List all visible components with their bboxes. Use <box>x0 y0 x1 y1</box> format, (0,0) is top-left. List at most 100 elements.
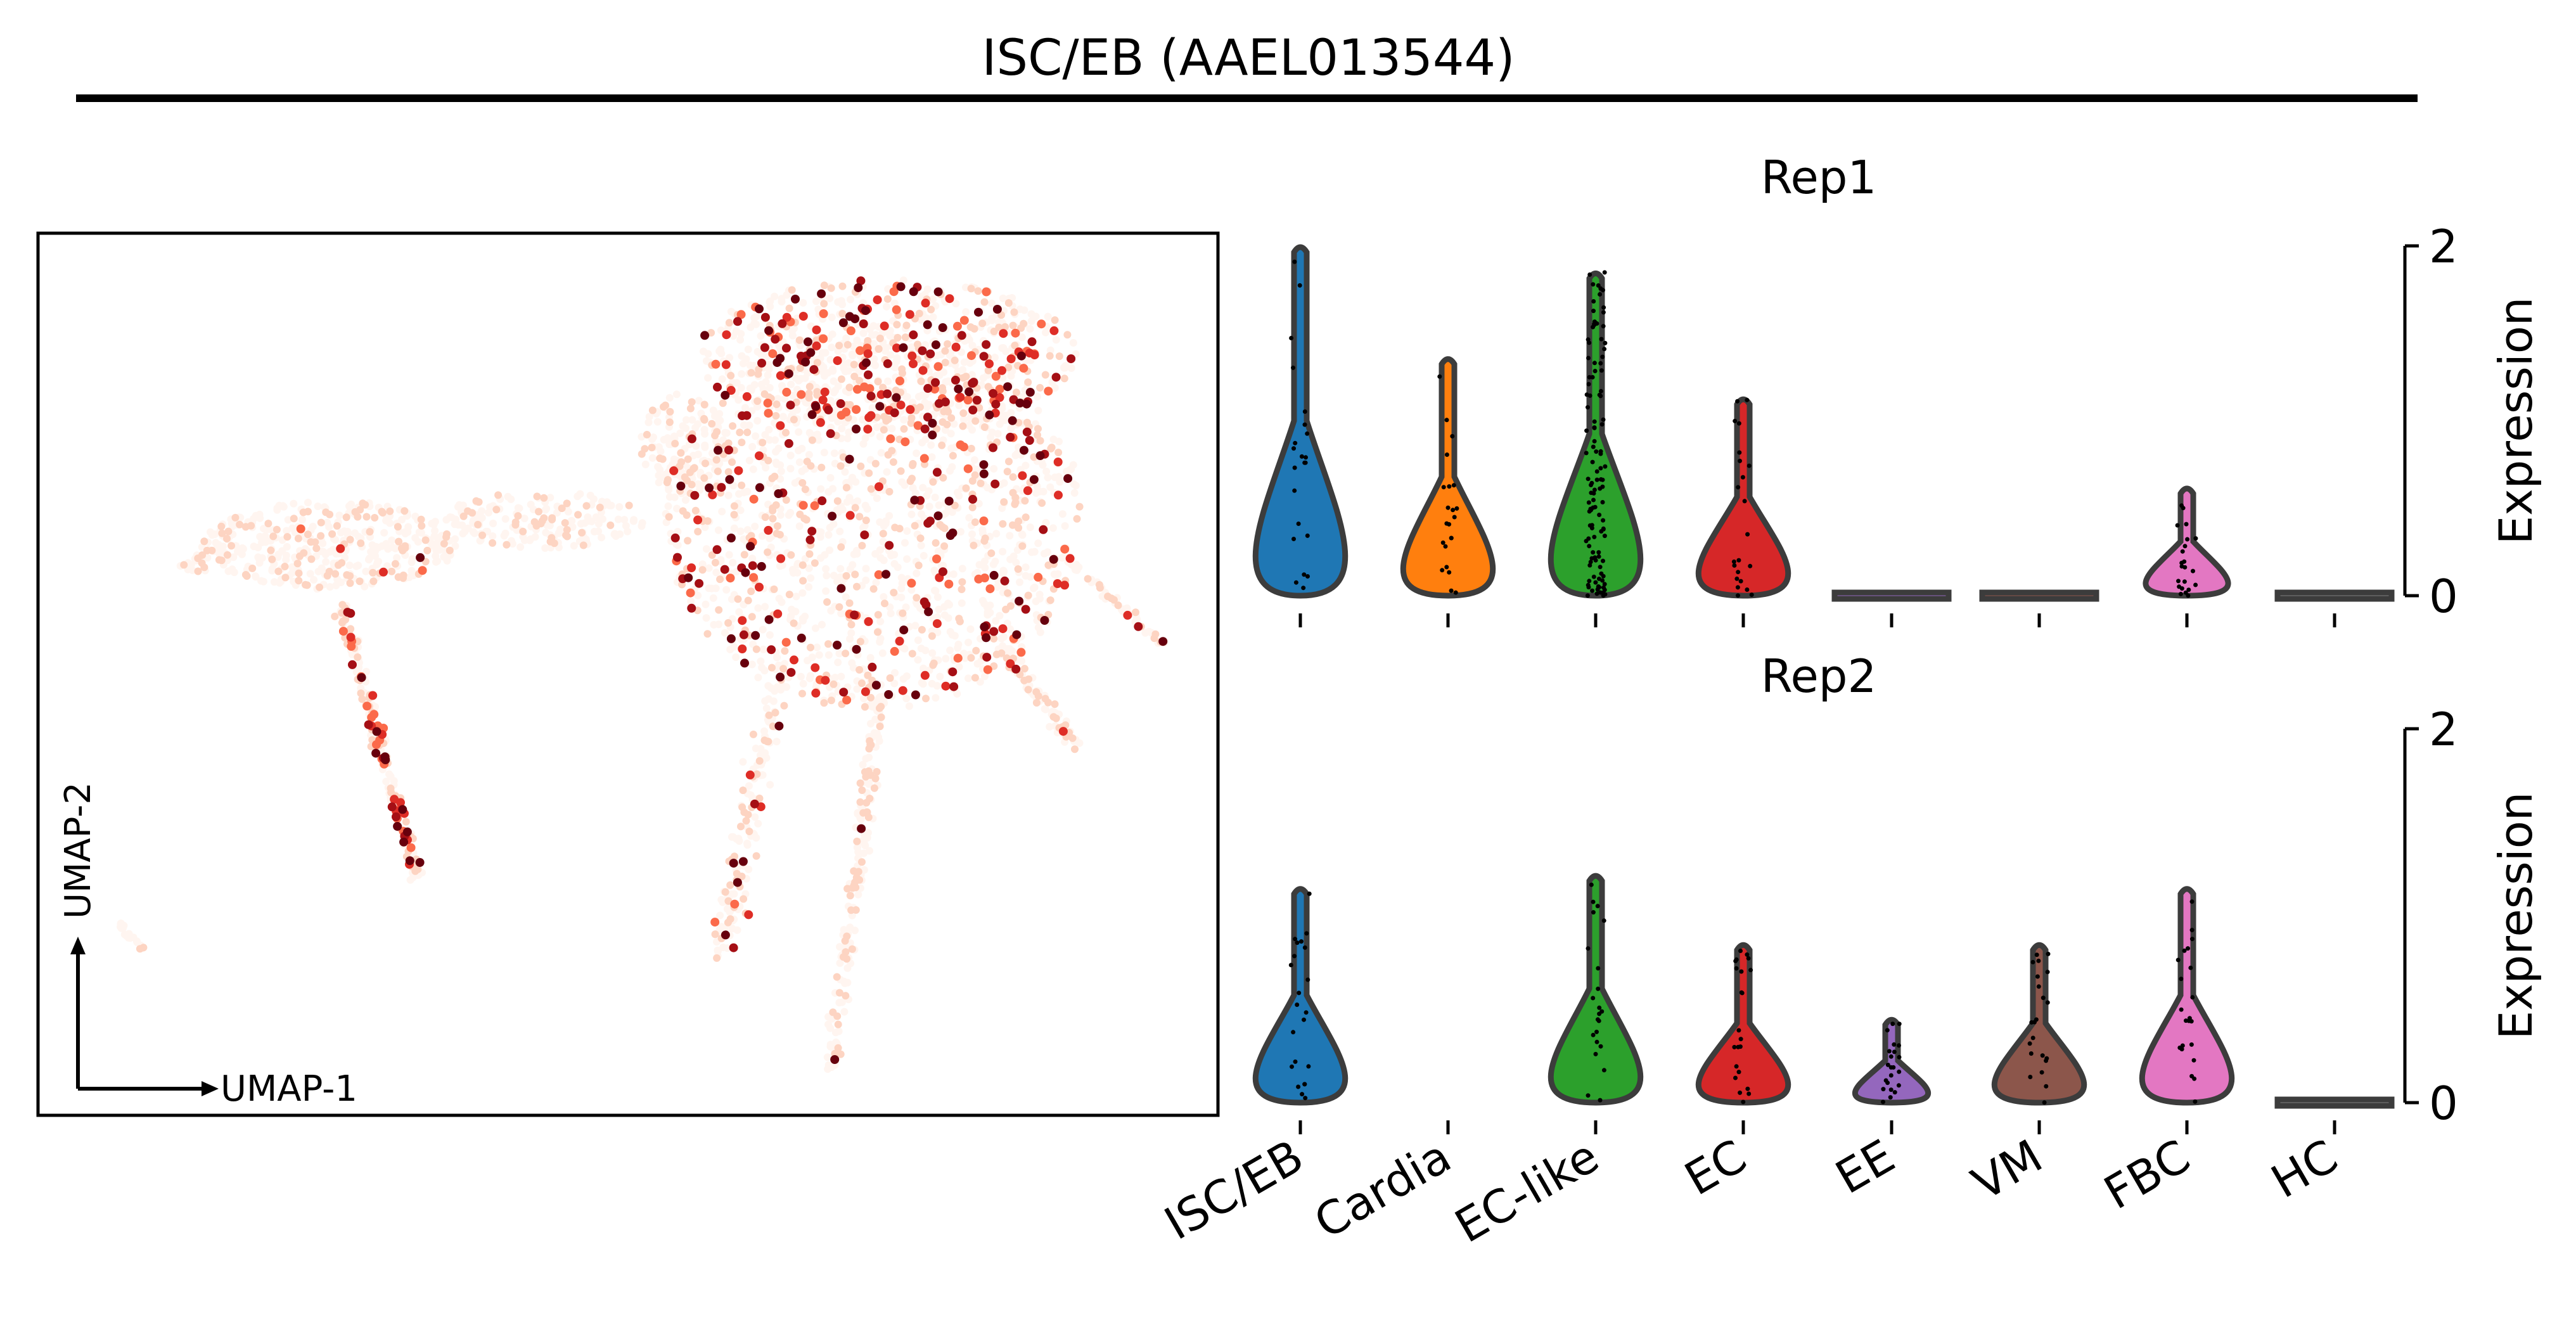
violin-point <box>1601 527 1606 532</box>
umap-point <box>810 501 819 510</box>
umap-point <box>388 567 396 575</box>
umap-point <box>901 539 909 547</box>
umap-point <box>838 310 847 317</box>
umap-point <box>1018 542 1027 550</box>
umap-point <box>733 317 742 326</box>
umap-point <box>732 653 740 662</box>
umap-point <box>886 331 894 340</box>
umap-point <box>684 537 692 545</box>
umap-point <box>738 857 748 866</box>
umap-point <box>915 309 923 317</box>
umap-point <box>963 464 973 473</box>
umap-point <box>774 721 784 731</box>
umap-point <box>740 551 748 559</box>
violin-point <box>1444 521 1449 526</box>
umap-point <box>541 506 549 514</box>
umap-point <box>940 611 949 619</box>
umap-point <box>700 331 710 340</box>
violin-point <box>1596 283 1601 288</box>
umap-point <box>520 515 529 523</box>
umap-point <box>890 408 899 418</box>
umap-point <box>1051 700 1059 708</box>
violin-point <box>1296 522 1301 526</box>
violin-point <box>1591 574 1596 579</box>
umap-point <box>749 494 759 504</box>
umap-point <box>695 579 704 588</box>
umap-point <box>783 683 791 691</box>
violin-point <box>2177 1045 2182 1050</box>
umap-point <box>473 514 481 522</box>
umap-point <box>922 695 930 703</box>
umap-point <box>710 620 718 629</box>
violin-point <box>1735 399 1740 404</box>
violin-point <box>1738 1090 1743 1095</box>
umap-point <box>971 518 979 526</box>
umap-point <box>803 458 811 466</box>
umap-point <box>698 560 707 568</box>
umap-point <box>905 702 913 710</box>
umap-point <box>726 573 735 583</box>
umap-point <box>812 325 821 335</box>
umap-point <box>857 462 865 470</box>
violin-point <box>2184 522 2189 527</box>
umap-point <box>924 607 933 617</box>
violin-point <box>1440 540 1445 545</box>
umap-point <box>740 535 748 543</box>
umap-point <box>754 674 762 682</box>
umap-point <box>511 518 520 526</box>
umap-point <box>737 823 745 831</box>
umap-point <box>782 387 791 397</box>
umap-point <box>200 563 208 572</box>
umap-point <box>858 858 866 866</box>
violin-point <box>1597 1011 1602 1016</box>
violin-point <box>1292 465 1297 470</box>
umap-point <box>824 488 833 496</box>
umap-point <box>712 545 722 554</box>
umap-point <box>998 344 1006 352</box>
umap-point <box>766 534 774 542</box>
umap-point <box>773 609 783 618</box>
umap-point <box>1039 525 1048 534</box>
umap-point <box>1019 445 1028 455</box>
umap-point <box>860 530 869 540</box>
umap-point <box>1026 523 1034 531</box>
umap-point <box>990 465 998 473</box>
violin-point <box>1592 323 1597 328</box>
umap-point <box>726 645 734 653</box>
umap-point <box>676 482 686 490</box>
violin-point <box>1453 590 1458 595</box>
umap-point <box>582 535 590 544</box>
umap-point <box>442 516 451 524</box>
umap-point <box>843 978 852 987</box>
umap-point <box>736 336 745 344</box>
umap-point <box>1000 567 1008 575</box>
umap-point <box>264 520 272 528</box>
umap-point <box>841 368 849 376</box>
umap-point <box>723 944 731 952</box>
umap-point <box>748 613 756 621</box>
umap-point <box>826 429 835 439</box>
umap-point <box>779 665 788 673</box>
violin-point <box>1594 477 1599 482</box>
umap-point <box>380 529 388 537</box>
y-axis-label: Expression <box>2489 792 2542 1040</box>
umap-point <box>721 888 729 896</box>
violin-point <box>2182 565 2188 570</box>
umap-point <box>787 551 795 559</box>
umap-point <box>877 449 885 457</box>
umap-point <box>1016 305 1024 313</box>
umap-point <box>799 298 807 307</box>
umap-point <box>684 455 692 463</box>
violin-point <box>1304 1010 1309 1015</box>
umap-point <box>694 527 702 535</box>
umap-point <box>254 543 262 551</box>
umap-point <box>838 318 848 328</box>
umap-point <box>284 516 292 524</box>
violin-ec-like <box>1548 873 1644 1106</box>
umap-point <box>821 676 830 685</box>
violin-point <box>2041 996 2046 1001</box>
umap-point <box>375 558 383 566</box>
umap-point <box>991 558 999 565</box>
umap-point <box>336 544 345 553</box>
umap-point <box>392 812 400 821</box>
